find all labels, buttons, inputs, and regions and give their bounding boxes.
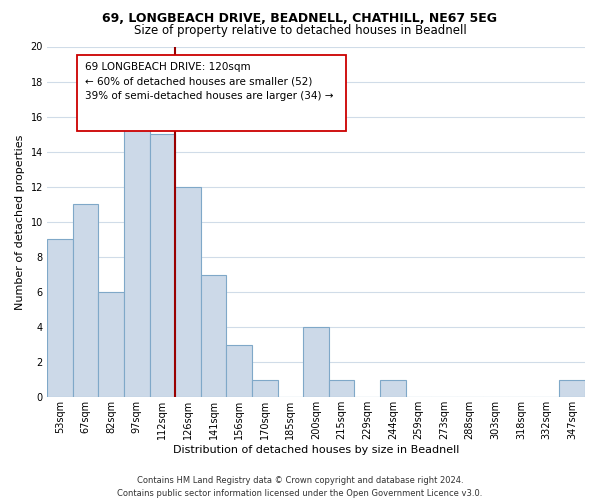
Text: 69 LONGBEACH DRIVE: 120sqm
← 60% of detached houses are smaller (52)
39% of semi: 69 LONGBEACH DRIVE: 120sqm ← 60% of deta… [85,62,333,101]
Y-axis label: Number of detached properties: Number of detached properties [15,134,25,310]
Bar [98,292,124,398]
Text: 69, LONGBEACH DRIVE, BEADNELL, CHATHILL, NE67 5EG: 69, LONGBEACH DRIVE, BEADNELL, CHATHILL,… [103,12,497,26]
Text: Size of property relative to detached houses in Beadnell: Size of property relative to detached ho… [134,24,466,37]
Bar [303,327,329,398]
Bar [252,380,278,398]
Bar [226,344,252,398]
Bar [124,116,149,398]
Bar [380,380,406,398]
Bar [201,274,226,398]
Bar [149,134,175,398]
Bar [559,380,585,398]
Bar [329,380,355,398]
FancyBboxPatch shape [77,56,346,130]
Bar [47,240,73,398]
Bar [175,187,201,398]
Text: Contains HM Land Registry data © Crown copyright and database right 2024.
Contai: Contains HM Land Registry data © Crown c… [118,476,482,498]
Bar [73,204,98,398]
X-axis label: Distribution of detached houses by size in Beadnell: Distribution of detached houses by size … [173,445,459,455]
